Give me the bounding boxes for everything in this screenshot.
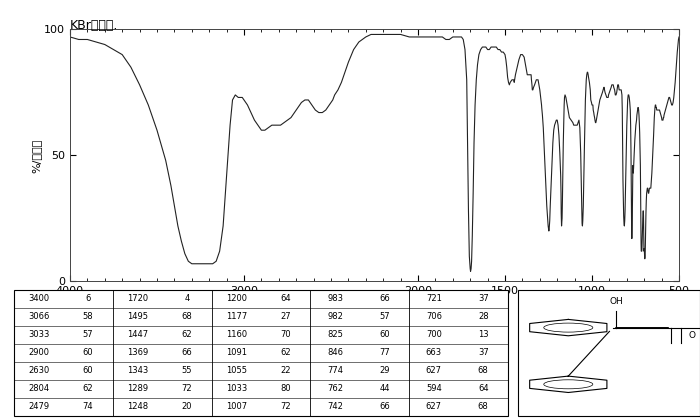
Text: 28: 28 [478, 312, 489, 321]
Text: 1160: 1160 [225, 330, 247, 339]
Text: 627: 627 [426, 366, 442, 375]
Text: 1343: 1343 [127, 366, 148, 375]
Text: 2804: 2804 [28, 384, 49, 393]
Text: 44: 44 [379, 384, 390, 393]
Text: 4: 4 [184, 294, 190, 303]
Text: 37: 37 [478, 348, 489, 357]
Text: 1720: 1720 [127, 294, 148, 303]
Text: 20: 20 [181, 402, 192, 411]
Text: 2900: 2900 [28, 348, 49, 357]
X-axis label: 波数/cm¹: 波数/cm¹ [353, 299, 396, 312]
Text: 58: 58 [83, 312, 93, 321]
Text: 64: 64 [478, 384, 489, 393]
Text: 1369: 1369 [127, 348, 148, 357]
Text: 68: 68 [181, 312, 193, 321]
Text: 825: 825 [327, 330, 343, 339]
Text: 2479: 2479 [28, 402, 49, 411]
Y-axis label: %/透射率: %/透射率 [32, 138, 41, 173]
Text: 762: 762 [327, 384, 343, 393]
Text: 663: 663 [426, 348, 442, 357]
Text: 3400: 3400 [28, 294, 49, 303]
Text: 60: 60 [83, 348, 93, 357]
Text: 60: 60 [83, 366, 93, 375]
Text: 60: 60 [379, 330, 390, 339]
Text: 1033: 1033 [225, 384, 247, 393]
Text: 37: 37 [478, 294, 489, 303]
Text: 846: 846 [327, 348, 343, 357]
Text: 68: 68 [478, 402, 489, 411]
Text: 1495: 1495 [127, 312, 148, 321]
Text: 982: 982 [327, 312, 343, 321]
Text: 774: 774 [327, 366, 343, 375]
Text: O: O [688, 331, 695, 340]
Text: 983: 983 [327, 294, 343, 303]
Text: 62: 62 [181, 330, 193, 339]
Text: KBr压片法.: KBr压片法. [70, 19, 118, 32]
Text: 1177: 1177 [225, 312, 247, 321]
Text: 66: 66 [379, 402, 390, 411]
Text: 721: 721 [426, 294, 442, 303]
Text: 80: 80 [280, 384, 291, 393]
Text: 1055: 1055 [226, 366, 247, 375]
Text: 22: 22 [281, 366, 291, 375]
Text: 706: 706 [426, 312, 442, 321]
Text: 1200: 1200 [226, 294, 247, 303]
Text: 66: 66 [181, 348, 193, 357]
Text: 1289: 1289 [127, 384, 148, 393]
Text: 70: 70 [280, 330, 291, 339]
Text: 55: 55 [181, 366, 192, 375]
Text: 13: 13 [478, 330, 489, 339]
Text: 742: 742 [327, 402, 343, 411]
Text: 72: 72 [280, 402, 291, 411]
Text: 2630: 2630 [28, 366, 49, 375]
Text: 29: 29 [379, 366, 390, 375]
Text: 64: 64 [280, 294, 291, 303]
Text: 68: 68 [478, 366, 489, 375]
Text: 1248: 1248 [127, 402, 148, 411]
Text: OH: OH [610, 297, 623, 306]
Text: 72: 72 [181, 384, 193, 393]
Text: 57: 57 [379, 312, 390, 321]
Text: 66: 66 [379, 294, 390, 303]
Text: 1447: 1447 [127, 330, 148, 339]
Text: 62: 62 [280, 348, 291, 357]
Text: 74: 74 [83, 402, 93, 411]
Text: 27: 27 [280, 312, 291, 321]
Text: 3066: 3066 [28, 312, 50, 321]
Text: 77: 77 [379, 348, 390, 357]
Text: 3033: 3033 [28, 330, 50, 339]
Text: 594: 594 [426, 384, 442, 393]
Text: 700: 700 [426, 330, 442, 339]
Text: 1091: 1091 [226, 348, 247, 357]
Text: 6: 6 [85, 294, 91, 303]
Text: 627: 627 [426, 402, 442, 411]
Text: 1007: 1007 [225, 402, 247, 411]
Text: 62: 62 [83, 384, 93, 393]
Text: 57: 57 [83, 330, 93, 339]
